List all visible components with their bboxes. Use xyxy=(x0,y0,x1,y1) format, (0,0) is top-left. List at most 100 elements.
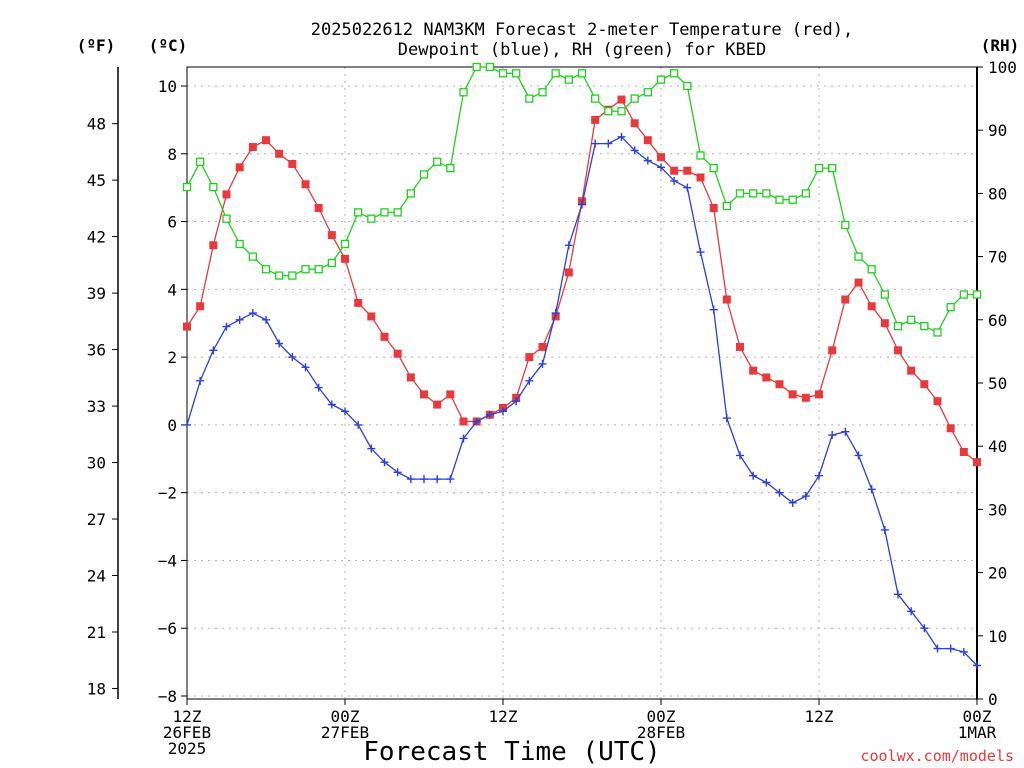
temperature-point xyxy=(380,332,389,341)
rh-point xyxy=(959,290,968,299)
dewpoint-point xyxy=(406,475,415,484)
credit-text: coolwx.com/models xyxy=(860,747,1014,765)
temperature-point xyxy=(722,295,731,304)
rh-point xyxy=(630,94,639,103)
dewpoint-point xyxy=(604,139,613,148)
dewpoint-point xyxy=(196,376,205,385)
dewpoint-point xyxy=(736,451,744,460)
dewpoint-point xyxy=(894,590,902,599)
series-layer xyxy=(182,62,982,670)
dewpoint-point xyxy=(815,471,823,480)
rh-point xyxy=(367,214,376,223)
temperature-point xyxy=(933,397,942,406)
temperature-point xyxy=(775,380,784,389)
celsius-tick-label: 2 xyxy=(167,348,177,367)
dewpoint-point xyxy=(867,485,876,494)
dewpoint-point xyxy=(788,498,797,507)
rh-point xyxy=(972,290,982,299)
rh-point xyxy=(419,170,429,179)
rh-point xyxy=(498,69,508,78)
x-tick-label: 28FEB xyxy=(637,723,685,742)
dewpoint-point xyxy=(828,431,837,440)
dewpoint-point xyxy=(696,248,705,257)
temperature-point xyxy=(959,448,968,456)
dewpoint-point xyxy=(775,488,784,497)
temperature-point xyxy=(907,366,916,375)
rh-point xyxy=(314,265,323,274)
rh-point xyxy=(828,163,837,173)
rh-point xyxy=(182,182,192,192)
x-tick-label: 00Z xyxy=(331,707,360,726)
dewpoint-point xyxy=(920,624,929,633)
rh-point xyxy=(512,69,521,78)
rh-point xyxy=(261,265,271,274)
fahrenheit-tick-label: 18 xyxy=(87,679,106,698)
temperature-point xyxy=(196,302,205,311)
rh-point xyxy=(788,195,797,204)
temperature-point xyxy=(525,353,534,362)
temperature-point xyxy=(841,295,850,304)
temperature-point xyxy=(209,241,218,250)
dewpoint-point xyxy=(670,176,679,185)
dewpoint-point xyxy=(222,322,231,331)
rh-point xyxy=(446,163,455,173)
temperature-point xyxy=(235,163,244,172)
x-tick-label: 12Z xyxy=(489,707,518,726)
rh-point xyxy=(288,271,297,280)
dewpoint-point xyxy=(301,363,310,372)
x-axis-label: Forecast Time (UTC) xyxy=(363,737,660,767)
fahrenheit-tick-label: 48 xyxy=(87,115,106,134)
rh-point xyxy=(354,208,363,217)
series-temperature xyxy=(183,95,981,467)
temperature-point xyxy=(894,346,902,355)
dewpoint-point xyxy=(683,183,692,192)
rh-point xyxy=(525,94,534,103)
temperature-point xyxy=(406,373,415,382)
temperature-point xyxy=(420,390,428,399)
temperature-point xyxy=(538,342,547,351)
temperature-point xyxy=(354,298,363,307)
celsius-tick-label: −8 xyxy=(158,687,177,706)
dewpoint-point xyxy=(327,400,336,409)
dewpoint-point xyxy=(235,315,244,324)
rh-point xyxy=(854,252,863,261)
temperature-point xyxy=(262,136,270,145)
rh-point xyxy=(933,328,942,337)
rh-point xyxy=(472,62,481,72)
dewpoint-point xyxy=(946,644,955,653)
dewpoint-point xyxy=(591,139,600,148)
dewpoint-point xyxy=(472,417,481,426)
rh-tick-label: 60 xyxy=(988,311,1007,330)
celsius-tick-label: 0 xyxy=(167,416,177,435)
dewpoint-point xyxy=(499,407,507,416)
rh-point xyxy=(235,239,244,249)
rh-point xyxy=(222,214,231,223)
temperature-point xyxy=(920,380,929,389)
fahrenheit-tick-label: 42 xyxy=(87,228,106,247)
dewpoint-point xyxy=(288,353,297,362)
temperature-point xyxy=(248,143,257,151)
rh-point xyxy=(301,265,310,274)
grid-lines xyxy=(187,67,977,699)
rh-point xyxy=(577,69,587,78)
rh-tick-label: 30 xyxy=(988,500,1007,519)
rh-point xyxy=(327,258,336,268)
rh-point xyxy=(735,189,745,198)
rh-point xyxy=(380,208,389,217)
rh-point xyxy=(749,189,758,198)
rh-tick-label: 100 xyxy=(988,58,1017,77)
axes xyxy=(112,66,983,705)
temperature-point xyxy=(854,278,863,287)
celsius-tick-label: −4 xyxy=(158,551,177,570)
temperature-point xyxy=(788,390,797,399)
temperature-point xyxy=(367,312,376,321)
rh-point xyxy=(196,157,205,166)
x-tick-label: 00Z xyxy=(647,707,676,726)
rh-tick-label: 40 xyxy=(988,437,1007,456)
temperature-point xyxy=(828,346,837,355)
temperature-point xyxy=(183,322,191,331)
temperature-point xyxy=(801,393,810,402)
celsius-tick-label: 8 xyxy=(167,145,177,164)
rh-point xyxy=(775,195,784,204)
